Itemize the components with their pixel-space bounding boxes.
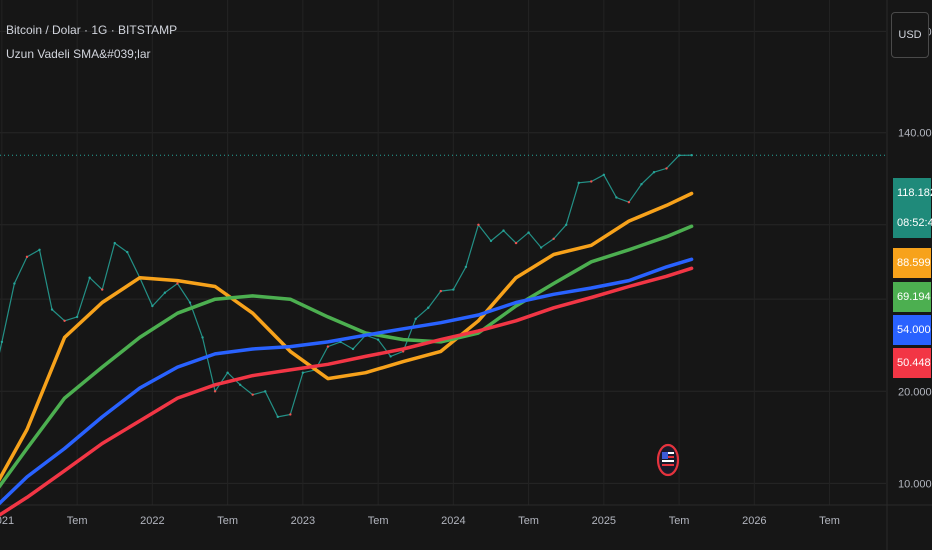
price-point [452,288,455,291]
y-tick-label: 140.000 [898,128,932,140]
price-point [251,393,254,396]
price-point [640,183,643,186]
price-point [565,223,568,227]
price-point [163,291,167,294]
price-point [489,239,493,243]
sma-red-tag: 50.448 [893,348,931,378]
price-point [414,317,417,321]
countdown-tag: 08:52:40 [893,208,932,238]
price-point [514,241,518,245]
sma-series-1 [0,191,694,482]
price-point [13,282,16,285]
price-point [101,288,104,291]
price-point [326,345,330,348]
price-point [289,413,292,416]
price-point [627,200,631,204]
price-point [38,248,41,251]
price-point [502,229,505,232]
price-point [75,315,79,319]
price-point [213,390,217,393]
price-point [577,181,580,185]
y-tick-label: 10.000 [898,478,932,490]
currency-button[interactable]: USD [891,12,929,58]
price-point [527,231,530,234]
symbol-title: Bitcoin / Dolar · 1G · BITSTAMP [6,23,178,37]
price-point [602,173,606,176]
price-point [439,289,443,293]
indicator-title: Uzun Vadeli SMA&#039;lar [6,47,151,61]
price-point [552,237,555,241]
price-point [477,223,480,227]
price-point [652,170,656,174]
price-point [690,154,693,157]
price-point [126,250,129,254]
x-tick-label: 2023 [291,515,315,527]
price-point [113,241,116,245]
price-point [351,347,355,351]
last-price-tag: 118.182 [893,178,932,208]
price-point [677,154,681,157]
price-point [264,390,267,393]
price-point [201,336,204,339]
price-point [188,301,192,304]
x-tick-label: Tem [368,515,389,527]
x-tick-label: 2026 [742,515,766,527]
price-point [176,282,179,285]
x-tick-label: Tem [518,515,539,527]
sma-series-3 [0,257,694,506]
sma-orange-tag: 88.599 [893,248,931,278]
price-point [615,196,618,199]
price-point [0,340,4,344]
price-point [63,319,66,322]
price-point [276,415,279,419]
price-point [50,308,54,311]
x-tick-label: 2025 [592,515,616,527]
x-tick-label: Tem [67,515,88,527]
x-tick-label: Tem [217,515,238,527]
price-point [665,167,668,170]
sma-blue-tag: 54.000 [893,315,931,345]
x-tick-label: Tem [819,515,840,527]
price-point [427,306,430,309]
x-tick-label: 2022 [140,515,164,527]
price-point [238,383,242,387]
price-point [376,338,380,341]
x-tick-label: 2024 [441,515,465,527]
price-point [151,304,154,308]
price-point [301,371,305,374]
sma-green-tag: 69.194 [893,282,931,312]
price-point [590,180,593,183]
price-point [539,246,543,249]
price-point [88,276,91,279]
sma-series-4 [0,266,694,517]
price-point [464,265,468,269]
x-tick-label: 2021 [0,515,14,527]
price-point [389,355,392,358]
x-tick-label: Tem [669,515,690,527]
us-flag-icon[interactable] [656,443,680,477]
sma-series-2 [0,224,694,489]
y-tick-label: 20.000 [898,386,932,398]
price-point [25,255,29,259]
price-point [226,371,229,374]
